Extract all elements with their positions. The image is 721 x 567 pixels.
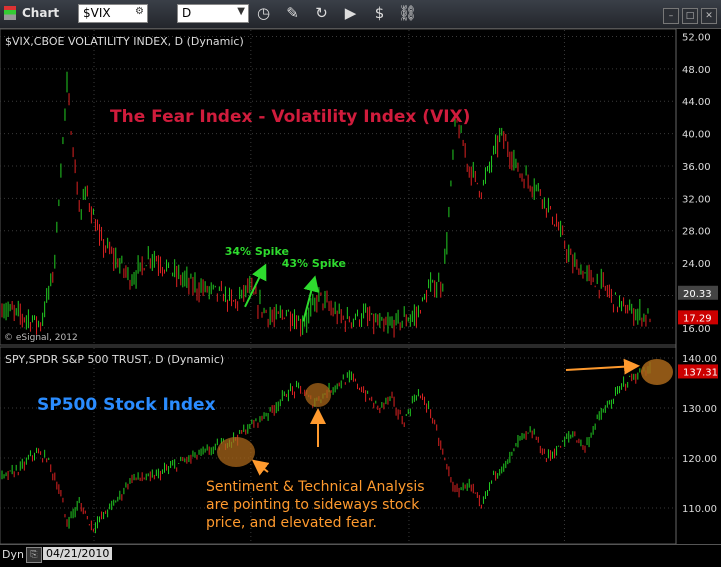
vix-ytick-label: 40.00 <box>682 130 711 141</box>
interval-select[interactable]: D ▼ <box>177 4 249 23</box>
sentiment-line-1: Sentiment & Technical Analysis <box>206 479 425 495</box>
vix-ytick-label: 52.00 <box>682 32 711 43</box>
vix-price-tag <box>678 285 718 300</box>
spy-price-tag-label: 137.31 <box>683 367 718 378</box>
spike-arrow <box>244 263 267 308</box>
spy-pane <box>0 346 677 545</box>
spy-ytick-label: 140.00 <box>682 354 717 365</box>
spy-ytick-label: 110.00 <box>682 504 717 515</box>
chevron-down-icon[interactable]: ▼ <box>237 6 245 17</box>
esignal-watermark: © eSignal, 2012 <box>4 333 78 343</box>
window-buttons: – □ ✕ <box>660 3 717 24</box>
vix-ytick-label: 16.00 <box>682 324 711 335</box>
dynamic-mode-label[interactable]: Dyn <box>2 548 24 561</box>
sentiment-line-2: are pointing to sideways stock <box>206 497 420 513</box>
vix-ytick-label: 24.00 <box>682 259 711 270</box>
clock-icon[interactable]: ◷ <box>256 4 271 22</box>
symbol-input[interactable]: $VIX ⚙ <box>78 4 148 23</box>
vix-ytick-label: 36.00 <box>682 162 711 173</box>
vix-price-tag <box>678 310 718 325</box>
vix-ytick-label: 28.00 <box>682 227 711 238</box>
vix-ytick-label: 44.00 <box>682 97 711 108</box>
vix-price-tag-label: 17.29 <box>683 313 712 324</box>
chart-app-icon <box>4 6 16 20</box>
vix-title: The Fear Index - Volatility Index (VIX) <box>110 107 470 127</box>
sentiment-line-3: price, and elevated fear. <box>206 515 377 531</box>
spy-header: SPY,SPDR S&P 500 TRUST, D (Dynamic) <box>5 353 224 366</box>
spy-ytick-label: 130.00 <box>682 404 717 415</box>
time-axis-bar: Dyn ⎘ 04/21/2010 <box>0 544 721 567</box>
pencil-icon[interactable]: ✎ <box>286 4 299 22</box>
highlight-ellipse-2 <box>305 383 331 407</box>
arrow-ellipse-1 <box>251 459 270 476</box>
app-label: Chart <box>22 6 60 20</box>
vix-ytick-label: 48.00 <box>682 65 711 76</box>
spy-title: SP500 Stock Index <box>37 395 216 415</box>
spy-ytick-label: 120.00 <box>682 454 717 465</box>
spike-label: 34% Spike <box>225 245 289 258</box>
minimize-icon[interactable]: – <box>663 8 679 24</box>
lock-icon[interactable]: ⎘ <box>26 547 42 563</box>
vix-price-tag-label: 20.33 <box>683 289 712 300</box>
highlight-ellipse-1 <box>217 437 255 467</box>
maximize-icon[interactable]: □ <box>682 8 698 24</box>
play-icon[interactable]: ▶ <box>344 4 357 22</box>
symbol-settings-icon[interactable]: ⚙ <box>135 6 144 17</box>
close-icon[interactable]: ✕ <box>701 8 717 24</box>
vix-ytick-label: 32.00 <box>682 194 711 205</box>
cursor-date: 04/21/2010 <box>43 547 113 560</box>
link-icon[interactable]: ⛓ <box>398 4 418 22</box>
spy-price-tag <box>678 364 718 379</box>
vix-header: $VIX,CBOE VOLATILITY INDEX, D (Dynamic) <box>5 35 244 48</box>
dollar-icon[interactable]: $ <box>374 4 385 22</box>
symbol-value: $VIX <box>83 6 111 20</box>
arrow-ellipse-3 <box>565 358 640 375</box>
refresh-icon[interactable]: ↻ <box>315 4 328 22</box>
spike-arrow <box>302 275 320 322</box>
vix-pane <box>0 28 677 346</box>
spike-label: 43% Spike <box>282 257 346 270</box>
highlight-ellipse-3 <box>641 359 673 385</box>
toolbar: Chart $VIX ⚙ D ▼ ◷ ✎ ↻ ▶ $ ⛓ – □ ✕ <box>0 0 721 29</box>
interval-value: D <box>182 6 192 20</box>
